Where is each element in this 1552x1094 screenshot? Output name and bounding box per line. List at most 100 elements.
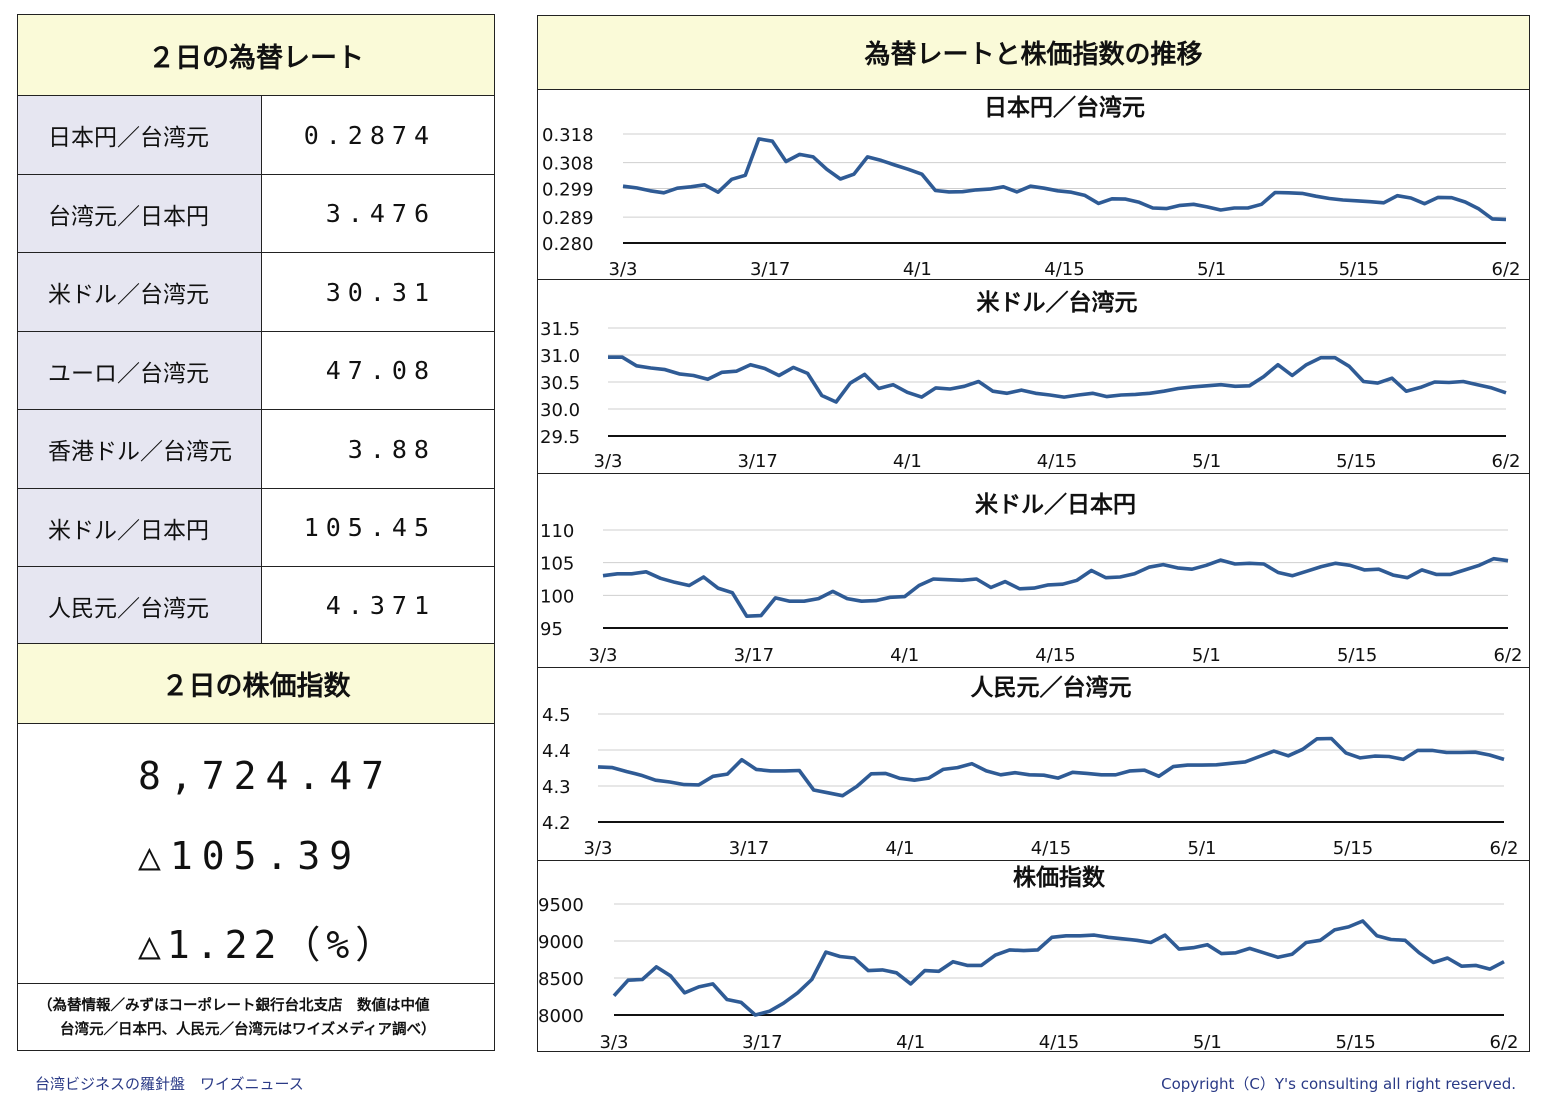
rate-value: 0.2874 [303,120,436,150]
charts-panel-title: 為替レートと株価指数の推移 [538,16,1529,89]
rates-panel: ２日の為替レート 日本円／台湾元 0.2874 台湾元／日本円 3.476 米ド… [17,14,495,645]
rate-label: 米ドル／日本円 [18,489,262,566]
stock-panel-title: ２日の株価指数 [18,644,494,724]
x-tick-label: 3/3 [594,451,623,472]
chart-jpy-twd: 日本円／台湾元 0.280 0.289 0.299 0.308 0.318 3/3 3/17 4… [538,89,1529,280]
source-note-line2: 台湾元／日本円、人民元／台湾元はワイズメディア調べ） [60,1022,436,1038]
chart-title: 米ドル／日本円 [975,491,1136,518]
rate-row: 人民元／台湾元 4.371 [18,566,494,644]
chart-stock-index: 株価指数 8000 8500 9000 9500 3/3 3/17 4/1 4/15 5/1 5/1… [538,860,1529,1053]
x-tick-label: 4/1 [893,451,922,472]
rate-label: 米ドル／台湾元 [18,253,262,331]
x-tick-label: 4/15 [1037,451,1077,472]
y-tick-label: 31.5 [540,319,580,340]
divider [18,983,494,984]
x-tick-label: 5/1 [1192,451,1221,472]
chart-cny-twd: 人民元／台湾元 4.2 4.3 4.4 4.5 3/3 3/17 4/1 4/15 5/1 5/15… [538,667,1529,860]
rates-panel-title: ２日の為替レート [18,15,494,95]
y-tick-label: 30.0 [540,400,580,421]
chart-svg: 米ドル／台湾元 29.5 30.0 30.5 31.0 31.5 3/3 3/17 4/1 4/1… [540,289,1521,472]
y-tick-label: 0.318 [542,125,594,146]
x-tick-label: 3/3 [584,838,613,859]
stock-index-change: △105.39 [138,834,362,878]
x-tick-label: 5/15 [1335,1032,1375,1051]
y-tick-label: 29.5 [540,427,580,448]
rate-label: 香港ドル／台湾元 [18,410,262,488]
x-tick-label: 4/1 [890,645,919,666]
chart-title: 日本円／台湾元 [984,94,1145,121]
rate-label: 日本円／台湾元 [18,96,262,174]
rate-row: ユーロ／台湾元 47.08 [18,331,494,409]
y-tick-label: 100 [540,586,574,607]
y-tick-label: 31.0 [540,346,580,367]
x-tick-label: 3/17 [729,838,769,859]
chart-title: 米ドル／台湾元 [977,289,1138,316]
chart-title: 株価指数 [1013,865,1106,891]
x-tick-label: 3/17 [750,259,790,278]
x-tick-label: 4/15 [1039,1032,1079,1051]
rate-value: 3.88 [347,434,436,464]
chart-svg: 人民元／台湾元 4.2 4.3 4.4 4.5 3/3 3/17 4/1 4/15 5/1 5/15… [542,674,1519,859]
x-tick-label: 5/15 [1336,451,1376,472]
x-tick-label: 6/2 [1490,838,1519,859]
chart-svg: 米ドル／日本円 95 100 105 110 3/3 3/17 4/1 4/15 5/1 5/15 6… [540,491,1523,666]
stock-panel: ２日の株価指数 8,724.47 △105.39 △1.22（%） （為替情報／… [17,643,495,1051]
x-tick-label: 6/2 [1494,645,1523,666]
x-tick-label: 3/17 [742,1032,782,1051]
x-tick-label: 6/2 [1492,451,1521,472]
y-tick-label: 4.4 [542,741,571,762]
rate-label: ユーロ／台湾元 [18,332,262,409]
x-tick-label: 4/15 [1031,838,1071,859]
y-tick-label: 0.299 [542,180,594,201]
rate-label: 台湾元／日本円 [18,175,262,252]
x-tick-label: 5/15 [1333,838,1373,859]
rate-row: 台湾元／日本円 3.476 [18,174,494,252]
x-tick-label: 6/2 [1490,1032,1519,1051]
x-tick-label: 5/1 [1193,1032,1222,1051]
series-line [597,736,1505,798]
chart-usd-jpy: 米ドル／日本円 95 100 105 110 3/3 3/17 4/1 4/15 5/1 5/15 6… [538,473,1529,667]
rate-row: 米ドル／日本円 105.45 [18,488,494,566]
rate-value: 105.45 [303,513,436,542]
y-tick-label: 95 [540,619,563,640]
series-line [622,137,1507,222]
x-tick-label: 4/1 [886,838,915,859]
x-tick-label: 5/1 [1192,645,1221,666]
x-tick-label: 3/3 [589,645,618,666]
y-tick-label: 0.289 [542,208,594,229]
x-tick-label: 4/15 [1035,645,1075,666]
x-tick-label: 3/3 [609,259,638,278]
x-tick-label: 5/1 [1188,838,1217,859]
x-tick-label: 4/1 [896,1032,925,1051]
y-tick-label: 9000 [538,932,584,953]
rate-label: 人民元／台湾元 [18,567,262,644]
rate-row: 香港ドル／台湾元 3.88 [18,409,494,488]
x-tick-label: 5/15 [1339,259,1379,278]
y-tick-label: 9500 [538,895,584,916]
chart-title: 人民元／台湾元 [971,674,1132,701]
x-tick-label: 5/15 [1337,645,1377,666]
y-tick-label: 110 [540,521,574,542]
charts-panel: 為替レートと株価指数の推移 日本円／台湾元 0.280 0.289 0.299 0.30… [537,15,1530,1053]
stock-index-change-pct: △1.22（%） [138,923,400,967]
stock-index-value: 8,724.47 [138,754,394,798]
y-tick-label: 4.5 [542,705,571,726]
chart-usd-twd: 米ドル／台湾元 29.5 30.0 30.5 31.0 31.5 3/3 3/17 4/1 4/1… [538,279,1529,473]
rate-value: 4.371 [325,591,436,620]
x-tick-label: 6/2 [1492,259,1521,278]
y-tick-label: 4.2 [542,813,571,834]
y-tick-label: 0.308 [542,154,594,175]
x-tick-label: 4/15 [1044,259,1084,278]
chart-svg: 株価指数 8000 8500 9000 9500 3/3 3/17 4/1 4/15 5/1 5/1… [538,865,1519,1053]
y-tick-label: 8500 [538,969,584,990]
x-tick-label: 5/1 [1197,259,1226,278]
y-tick-label: 4.3 [542,777,571,798]
rate-value: 3.476 [325,199,436,228]
rate-value: 47.08 [325,356,436,385]
y-tick-label: 30.5 [540,373,580,394]
rate-row: 米ドル／台湾元 30.31 [18,252,494,331]
series-line [608,355,1507,404]
y-tick-label: 105 [540,554,574,575]
series-line [602,556,1509,618]
footer-copyright: Copyright（C）Y's consulting all right res… [1161,1075,1516,1093]
